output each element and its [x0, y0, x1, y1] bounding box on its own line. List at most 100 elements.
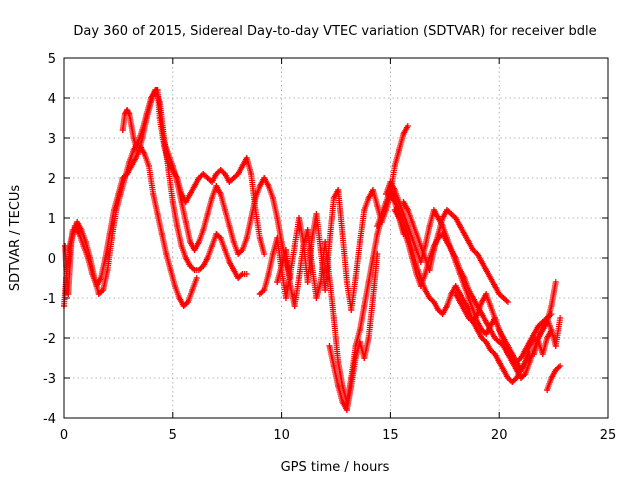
x-tick-label: 20 [491, 428, 508, 443]
data-point [374, 203, 381, 209]
y-tick-label: 0 [48, 252, 56, 267]
data-point [409, 255, 416, 261]
data-point [400, 199, 407, 205]
data-point [513, 367, 520, 373]
data-point [483, 331, 490, 337]
data-point [552, 279, 559, 285]
data-point [500, 339, 507, 345]
data-point [187, 191, 194, 197]
data-point [531, 351, 538, 357]
data-point [356, 327, 363, 333]
data-point [62, 243, 69, 249]
data-point [396, 215, 403, 221]
data-point [417, 243, 424, 249]
data-point [369, 187, 376, 193]
y-tick-label: 5 [48, 52, 56, 67]
data-point [141, 151, 148, 157]
data-point [404, 123, 411, 129]
data-point [217, 235, 224, 241]
data-point [156, 99, 163, 105]
data-point [274, 279, 281, 285]
data-point [404, 223, 411, 229]
data-point [348, 383, 355, 389]
data-point [239, 163, 246, 169]
data-point [343, 279, 350, 285]
data-point [235, 171, 242, 177]
data-point [300, 243, 307, 249]
data-point [413, 271, 420, 277]
data-point [226, 223, 233, 229]
data-point [132, 155, 139, 161]
data-point [256, 291, 263, 297]
data-point [544, 387, 551, 393]
data-point [374, 223, 381, 229]
data-point [130, 135, 137, 141]
data-point [104, 267, 111, 273]
data-point [465, 239, 472, 245]
data-point [317, 279, 324, 285]
data-point [326, 275, 333, 281]
data-point [64, 279, 71, 285]
plot-frame [63, 57, 609, 419]
data-point [102, 255, 109, 261]
data-point [478, 327, 485, 333]
data-point [256, 235, 263, 241]
series-trail [119, 87, 267, 255]
data-point [222, 207, 229, 213]
data-point [82, 239, 89, 245]
data-point [522, 371, 529, 377]
data-point [361, 207, 368, 213]
data-point [121, 175, 128, 181]
data-point [278, 263, 285, 269]
data-point [352, 275, 359, 281]
data-point [230, 267, 237, 273]
data-point [282, 295, 289, 301]
data-point [313, 211, 320, 217]
series-11 [400, 199, 511, 305]
data-point [154, 211, 161, 217]
data-point [269, 251, 276, 257]
data-point [504, 375, 511, 381]
data-point [163, 251, 170, 257]
data-point [261, 175, 268, 181]
data-point [417, 259, 424, 265]
data-point [426, 223, 433, 229]
data-point [78, 227, 85, 233]
data-point [243, 271, 250, 277]
data-point [117, 191, 124, 197]
data-point [296, 275, 303, 281]
data-point [95, 291, 102, 297]
x-tick-label: 25 [600, 428, 617, 443]
data-point [213, 231, 220, 237]
data-point [261, 251, 268, 257]
data-point [156, 115, 163, 121]
data-point [213, 171, 220, 177]
data-point [322, 287, 329, 293]
data-point [239, 247, 246, 253]
data-point [544, 335, 551, 341]
data-point [491, 283, 498, 289]
data-point [374, 251, 381, 257]
data-point [126, 159, 133, 165]
data-point [539, 323, 546, 329]
data-point [248, 215, 255, 221]
data-point [474, 311, 481, 317]
data-point [91, 275, 98, 281]
data-point [487, 323, 494, 329]
data-point [217, 191, 224, 197]
series-12 [452, 279, 559, 381]
x-tick-label: 15 [382, 428, 399, 443]
data-point [235, 251, 242, 257]
data-point [478, 259, 485, 265]
data-point [169, 163, 176, 169]
data-point [496, 359, 503, 365]
data-point [483, 291, 490, 297]
data-point [208, 195, 215, 201]
data-point [365, 195, 372, 201]
data-point [448, 247, 455, 253]
data-point [335, 187, 342, 193]
data-point [443, 239, 450, 245]
data-point [165, 151, 172, 157]
data-point [443, 207, 450, 213]
